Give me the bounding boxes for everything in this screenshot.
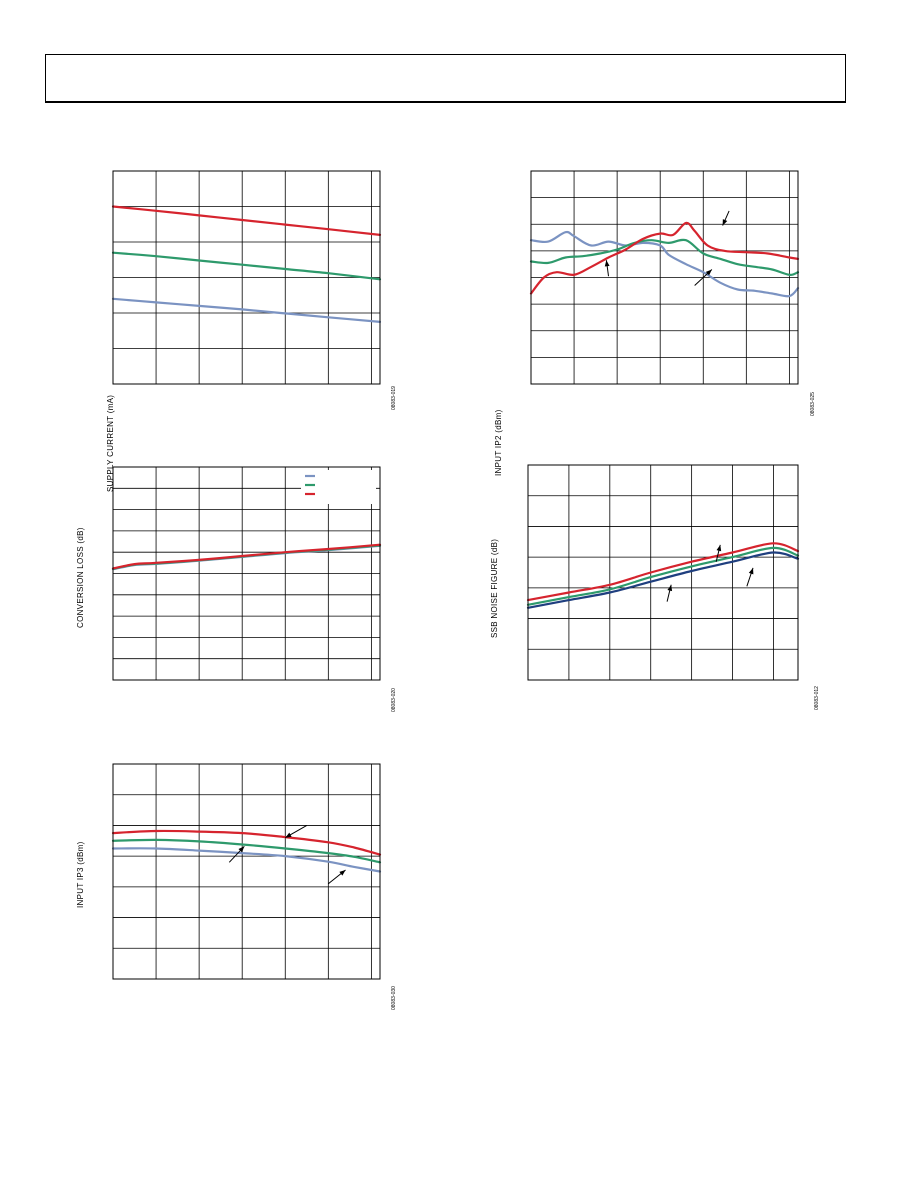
grid <box>113 764 380 979</box>
series-line-1 <box>111 829 382 856</box>
series-line-1 <box>526 542 800 602</box>
series-line-2 <box>526 546 800 606</box>
series-line-2 <box>111 251 382 281</box>
arrow-head <box>748 567 754 575</box>
series-line-3 <box>529 221 800 295</box>
annotation-arrow <box>228 845 245 863</box>
annotation-arrow <box>715 544 722 562</box>
arrow-head <box>285 832 292 838</box>
page-header-box <box>45 54 846 103</box>
arrow-head <box>722 219 728 226</box>
supply-current-chart: SUPPLY CURRENT (mA) 08083-019 <box>30 160 430 492</box>
series-line-1 <box>529 230 800 298</box>
annotation-arrow <box>328 869 346 885</box>
annotation-arrow <box>604 260 610 277</box>
arrow-head <box>339 869 346 876</box>
series-line-3 <box>111 543 382 570</box>
series-line-3 <box>111 297 382 323</box>
input-ip3-chart: INPUT IP3 (dBm) 08083-030 <box>30 754 430 1024</box>
annotation-arrow <box>285 824 308 839</box>
annotation-arrow <box>722 210 730 226</box>
input-ip3-plot <box>111 763 382 980</box>
conversion-loss-plot <box>111 466 382 681</box>
annotation-arrow <box>694 269 713 286</box>
grid <box>113 171 380 384</box>
grid <box>531 171 798 384</box>
annotation-arrow <box>666 584 673 602</box>
plot-frame <box>112 763 381 980</box>
arrow-head <box>716 544 722 552</box>
conversion-loss-chart: CONVERSION LOSS (dB) 08083-020 <box>30 458 430 728</box>
grid <box>528 465 798 680</box>
supply-current-plot <box>111 170 382 385</box>
plot-frame <box>112 170 381 385</box>
series-line-2 <box>111 838 382 864</box>
series-line-1 <box>111 205 382 236</box>
ssb-noise-figure-chart: SSB NOISE FIGURE (dB) 08083-012 <box>448 458 848 728</box>
legend <box>301 470 376 504</box>
plot-frame <box>527 464 799 681</box>
series-line-3 <box>526 551 800 609</box>
plot-frame <box>530 170 799 385</box>
input-ip2-plot <box>529 170 800 385</box>
arrow-head <box>667 584 673 592</box>
arrow-head <box>705 269 712 276</box>
series-line-3 <box>111 847 382 873</box>
series-line-2 <box>529 238 800 276</box>
input-ip2-chart: INPUT IP2 (dBm) 08083-025 <box>448 160 848 476</box>
arrow-head <box>238 846 245 853</box>
plot-frame <box>112 466 381 681</box>
arrow-head <box>604 260 610 267</box>
annotation-arrow <box>746 567 754 587</box>
ssb-noise-figure-plot <box>526 464 800 681</box>
